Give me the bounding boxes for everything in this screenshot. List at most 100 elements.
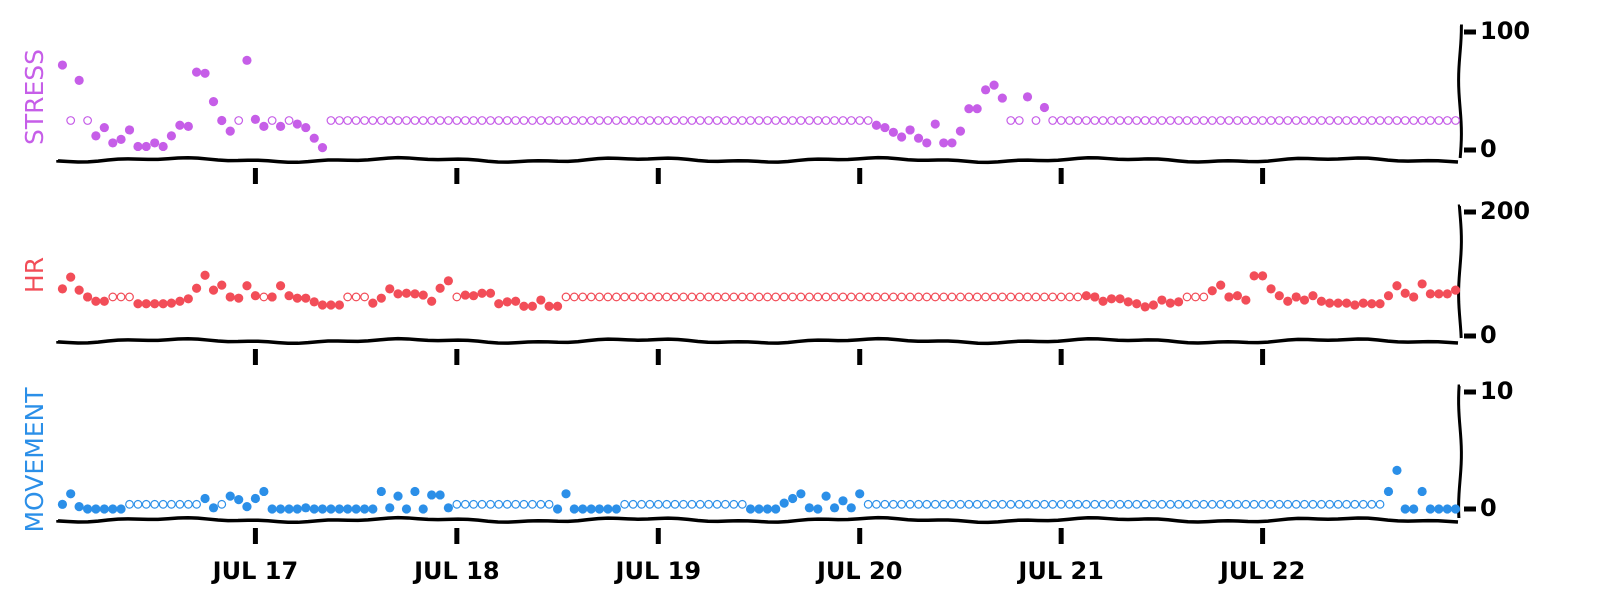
imputed-point xyxy=(695,292,705,302)
imputed-point xyxy=(720,292,730,302)
imputed-point xyxy=(410,116,420,125)
point xyxy=(133,141,143,152)
y-axis-label: STRESS xyxy=(20,49,49,145)
imputed-point xyxy=(1350,116,1360,125)
imputed-point xyxy=(880,499,890,509)
point xyxy=(443,276,453,286)
point xyxy=(745,504,756,514)
imputed-point xyxy=(1199,499,1209,509)
point xyxy=(1115,294,1125,304)
imputed-point xyxy=(452,499,462,509)
imputed-point xyxy=(754,292,764,302)
imputed-point xyxy=(1065,116,1075,125)
imputed-point xyxy=(1048,499,1058,509)
imputed-point xyxy=(1191,292,1200,302)
point xyxy=(1132,299,1142,309)
imputed-point xyxy=(486,116,495,125)
imputed-point xyxy=(1409,116,1419,125)
point xyxy=(74,285,84,295)
imputed-point xyxy=(863,499,873,509)
point xyxy=(569,504,579,514)
point xyxy=(1425,504,1435,514)
imputed-point xyxy=(586,292,596,302)
point xyxy=(838,496,848,506)
point xyxy=(99,504,109,514)
imputed-point xyxy=(1006,499,1016,509)
imputed-point xyxy=(1249,116,1259,125)
imputed-point xyxy=(460,116,470,125)
imputed-point xyxy=(804,116,814,125)
point xyxy=(108,504,118,514)
imputed-point xyxy=(343,292,353,302)
point xyxy=(1249,271,1259,281)
imputed-point xyxy=(763,116,772,125)
imputed-point xyxy=(1149,499,1158,509)
imputed-point xyxy=(947,292,957,302)
imputed-point xyxy=(502,499,512,509)
imputed-point xyxy=(1182,116,1192,125)
imputed-point xyxy=(1081,116,1091,125)
imputed-point xyxy=(1291,499,1301,509)
point xyxy=(1434,289,1444,299)
imputed-point xyxy=(628,292,638,302)
point xyxy=(208,285,219,295)
point xyxy=(208,503,219,513)
imputed-point xyxy=(1325,116,1335,125)
imputed-point xyxy=(1149,116,1158,125)
point xyxy=(317,300,328,310)
point xyxy=(1383,291,1394,301)
imputed-point xyxy=(695,499,705,509)
imputed-point xyxy=(133,499,143,509)
imputed-point xyxy=(1224,499,1234,509)
point xyxy=(519,301,529,311)
point xyxy=(124,125,135,135)
point xyxy=(485,288,496,298)
imputed-point xyxy=(569,292,579,302)
point xyxy=(427,490,437,500)
point xyxy=(418,504,428,514)
imputed-point xyxy=(1182,292,1192,302)
imputed-point xyxy=(897,292,907,302)
x-tick-label: JUL 22 xyxy=(1218,557,1305,585)
imputed-point xyxy=(687,292,697,302)
point xyxy=(242,281,252,291)
imputed-point xyxy=(704,116,714,125)
point xyxy=(1400,288,1410,298)
point xyxy=(880,122,890,133)
point xyxy=(91,296,101,306)
point xyxy=(301,293,311,303)
point xyxy=(368,504,378,514)
x-axis-line xyxy=(56,336,1459,346)
y-axis-line xyxy=(1457,204,1463,339)
imputed-point xyxy=(335,116,344,125)
imputed-point xyxy=(1140,499,1150,509)
imputed-point xyxy=(603,116,613,125)
imputed-point xyxy=(1107,499,1116,509)
imputed-point xyxy=(452,116,462,125)
point xyxy=(1165,298,1175,308)
imputed-point xyxy=(872,292,881,302)
imputed-point xyxy=(914,499,923,509)
imputed-point xyxy=(662,499,672,509)
y-tick-label: 0 xyxy=(1480,494,1497,522)
point xyxy=(788,493,798,504)
imputed-point xyxy=(712,292,722,302)
x-axis-line xyxy=(56,155,1459,165)
point xyxy=(74,502,84,512)
imputed-point xyxy=(1023,499,1032,509)
imputed-point xyxy=(1140,116,1150,125)
y-axis-label: HR xyxy=(20,257,49,293)
imputed-point xyxy=(1375,116,1385,125)
imputed-point xyxy=(469,499,478,509)
imputed-point xyxy=(460,499,470,509)
imputed-point xyxy=(569,116,579,125)
imputed-point xyxy=(1367,116,1377,125)
imputed-point xyxy=(1098,499,1108,509)
imputed-point xyxy=(620,292,630,302)
point xyxy=(930,119,940,129)
imputed-point xyxy=(1031,292,1041,302)
point xyxy=(1299,295,1310,305)
imputed-point xyxy=(158,499,168,509)
imputed-point xyxy=(956,499,965,509)
